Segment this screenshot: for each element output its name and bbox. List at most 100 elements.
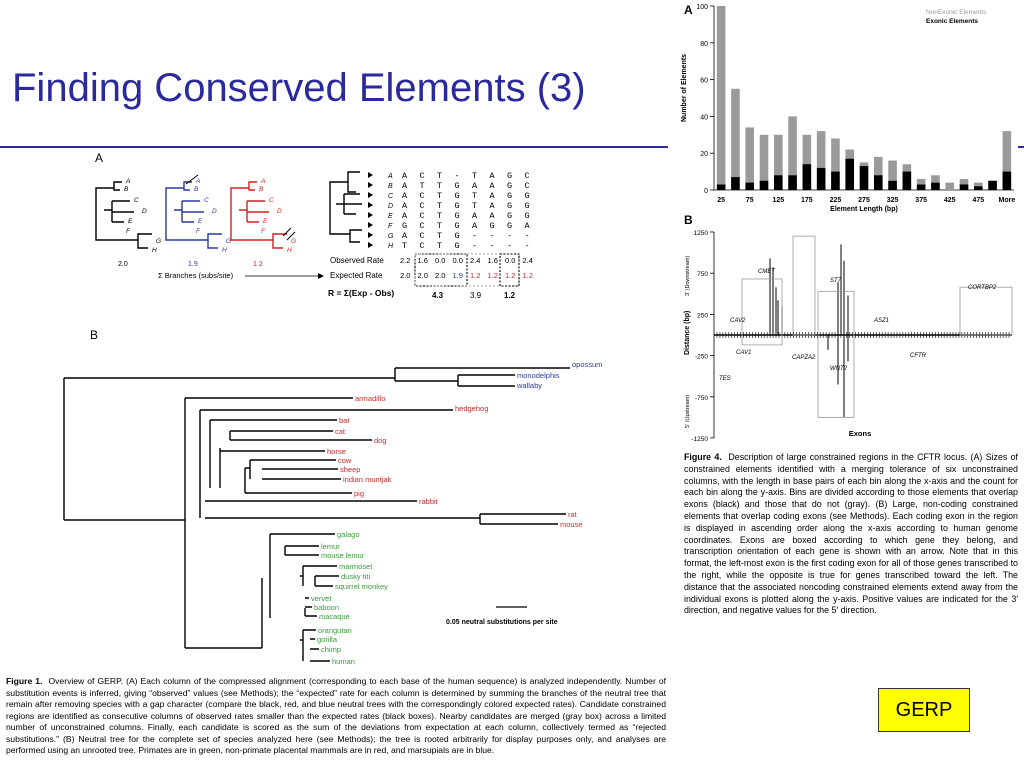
hist-bar-nonexonic	[874, 156, 883, 190]
hist-y-tick-label: 60	[700, 78, 708, 85]
alignment-base: A	[402, 231, 408, 241]
alignment-base: C	[525, 181, 530, 191]
tree-leaf-label: F	[196, 228, 201, 235]
alignment-base: G	[455, 181, 460, 191]
alignment-base: C	[420, 221, 425, 231]
hist-bar-exonic	[874, 175, 883, 190]
alignment-base: C	[420, 171, 425, 181]
arrow-head-icon	[318, 273, 324, 279]
hist-bar-nonexonic	[802, 134, 812, 190]
hist-x-axis-label: Element Length (bp)	[830, 206, 898, 213]
alignment-base: A	[472, 181, 478, 191]
gerp-tag: GERP	[878, 688, 970, 732]
tree-leaf-label: D	[142, 208, 147, 215]
expected-rate-value: 1.2	[505, 271, 515, 280]
arrow-head-icon	[368, 172, 373, 178]
observed-rate-value: 0.0	[435, 256, 445, 265]
alignment-base: A	[490, 181, 496, 191]
alignment-row-label: H	[388, 243, 394, 250]
fig4-caption-text: Description of large constrained regions…	[684, 452, 1018, 616]
arrow-head-icon	[368, 222, 373, 228]
hist-bar-exonic	[902, 171, 912, 190]
observed-rate-value: 0.0	[453, 256, 463, 265]
alignment-base: A	[402, 171, 408, 181]
hist-bar-exonic	[802, 164, 812, 190]
observed-rate-value: 2.2	[400, 256, 410, 265]
hist-x-tick-label: 25	[717, 197, 725, 204]
alignment-base: T	[437, 171, 442, 181]
species-branch	[64, 397, 353, 649]
species-label: pig	[354, 489, 364, 498]
species-label: orangutan	[318, 626, 352, 635]
alignment-base: G	[455, 221, 460, 231]
tree-branch-total: 1.9	[188, 261, 198, 268]
species-label: human	[332, 657, 355, 666]
species-label: horse	[327, 447, 346, 456]
alignment-base: A	[402, 201, 408, 211]
tree-branch	[165, 187, 208, 241]
title-divider-tick	[1018, 146, 1024, 148]
fig1-panel-a-label: A	[95, 151, 103, 165]
tree-leaf-label: C	[204, 197, 209, 204]
alignment-base: G	[507, 191, 512, 201]
hist-bar-exonic	[974, 186, 983, 190]
alignment-base: T	[472, 201, 477, 211]
species-label: marmoset	[339, 562, 373, 571]
gene-label: ASZ1	[873, 318, 889, 324]
alignment-base: C	[420, 241, 425, 251]
gene-box	[792, 235, 816, 336]
alignment-row-label: B	[388, 183, 393, 190]
hist-bar-exonic	[745, 182, 754, 190]
observed-rate-value: 1.6	[418, 256, 428, 265]
tree-leaf-label: C	[134, 197, 139, 204]
species-label: wallaby	[516, 381, 542, 390]
species-label: lemur	[321, 542, 340, 551]
tree-branch	[113, 181, 122, 191]
tree-leaf-label: G	[156, 238, 161, 245]
tree-branch	[183, 181, 192, 191]
hist-x-tick-label: 175	[801, 197, 813, 204]
hist-y-axis-label: Number of Elements	[681, 54, 688, 122]
species-label: monodelphis	[517, 371, 560, 380]
gene-label: CAPZA2	[792, 355, 816, 361]
element-length-histogram: Number of Elements 0 20 40 60 80 100 25 75 125 175…	[681, 4, 1015, 213]
species-label: baboon	[314, 603, 339, 612]
alignment-base: G	[455, 191, 460, 201]
hist-bar-exonic	[859, 166, 869, 190]
legend-nonexonic: NonExonic Elements	[926, 9, 987, 16]
tree-leaf-label: H	[222, 247, 227, 254]
tree-branch	[248, 181, 257, 191]
observed-rate-label: Observed Rate	[330, 256, 384, 265]
fig4-panel-a-label: A	[684, 3, 693, 17]
tree-branch	[239, 200, 269, 223]
hist-x-tick-label: 75	[746, 197, 754, 204]
hist-bar-exonic	[788, 175, 797, 190]
observed-rate-value: 2.4	[470, 256, 480, 265]
figure-4-caption: Figure 4. Description of large constrain…	[684, 452, 1018, 617]
tree-branch	[272, 233, 287, 249]
tree-leaf-label: G	[226, 238, 231, 245]
alignment-base: -	[507, 231, 512, 241]
gene-label: TES	[719, 376, 731, 382]
hist-bar-exonic	[831, 171, 840, 190]
alignment-base: G	[490, 221, 495, 231]
hist-bar-exonic	[916, 184, 926, 190]
alignment-row-label: F	[388, 223, 393, 230]
tree-leaf-label: E	[198, 218, 203, 225]
species-branch	[261, 533, 339, 662]
species-label: sheep	[340, 465, 360, 474]
arrow-head-icon	[368, 242, 373, 248]
expected-rate-value: 1.2	[470, 271, 480, 280]
alignment-base: T	[437, 241, 442, 251]
tree-leaf-label: A	[195, 178, 200, 185]
alignment-base: G	[455, 201, 460, 211]
expected-rate-label: Expected Rate	[330, 271, 383, 280]
hist-bar-nonexonic	[745, 127, 754, 190]
expected-rate-value: 1.9	[453, 271, 463, 280]
alignment-tree	[329, 171, 362, 243]
alignment-base: C	[420, 191, 425, 201]
tree-leaf-label: F	[126, 228, 131, 235]
tree-branch	[207, 233, 222, 249]
species-label: bat	[339, 416, 350, 425]
candidate-box	[499, 253, 520, 287]
